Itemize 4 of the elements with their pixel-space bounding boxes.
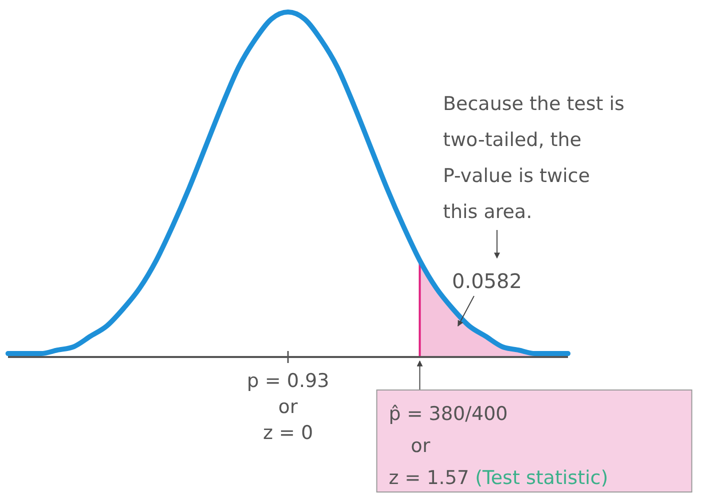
annotation: 0.0582 (452, 269, 522, 293)
text: p̂ = 380/400 or z = 1.57 (Test statistic) (388, 403, 608, 489)
text: p = 0.93 or z = 0 (246, 370, 330, 444)
annotation: Because the test is two-tailed, the P-value is twice this area. (443, 93, 624, 223)
